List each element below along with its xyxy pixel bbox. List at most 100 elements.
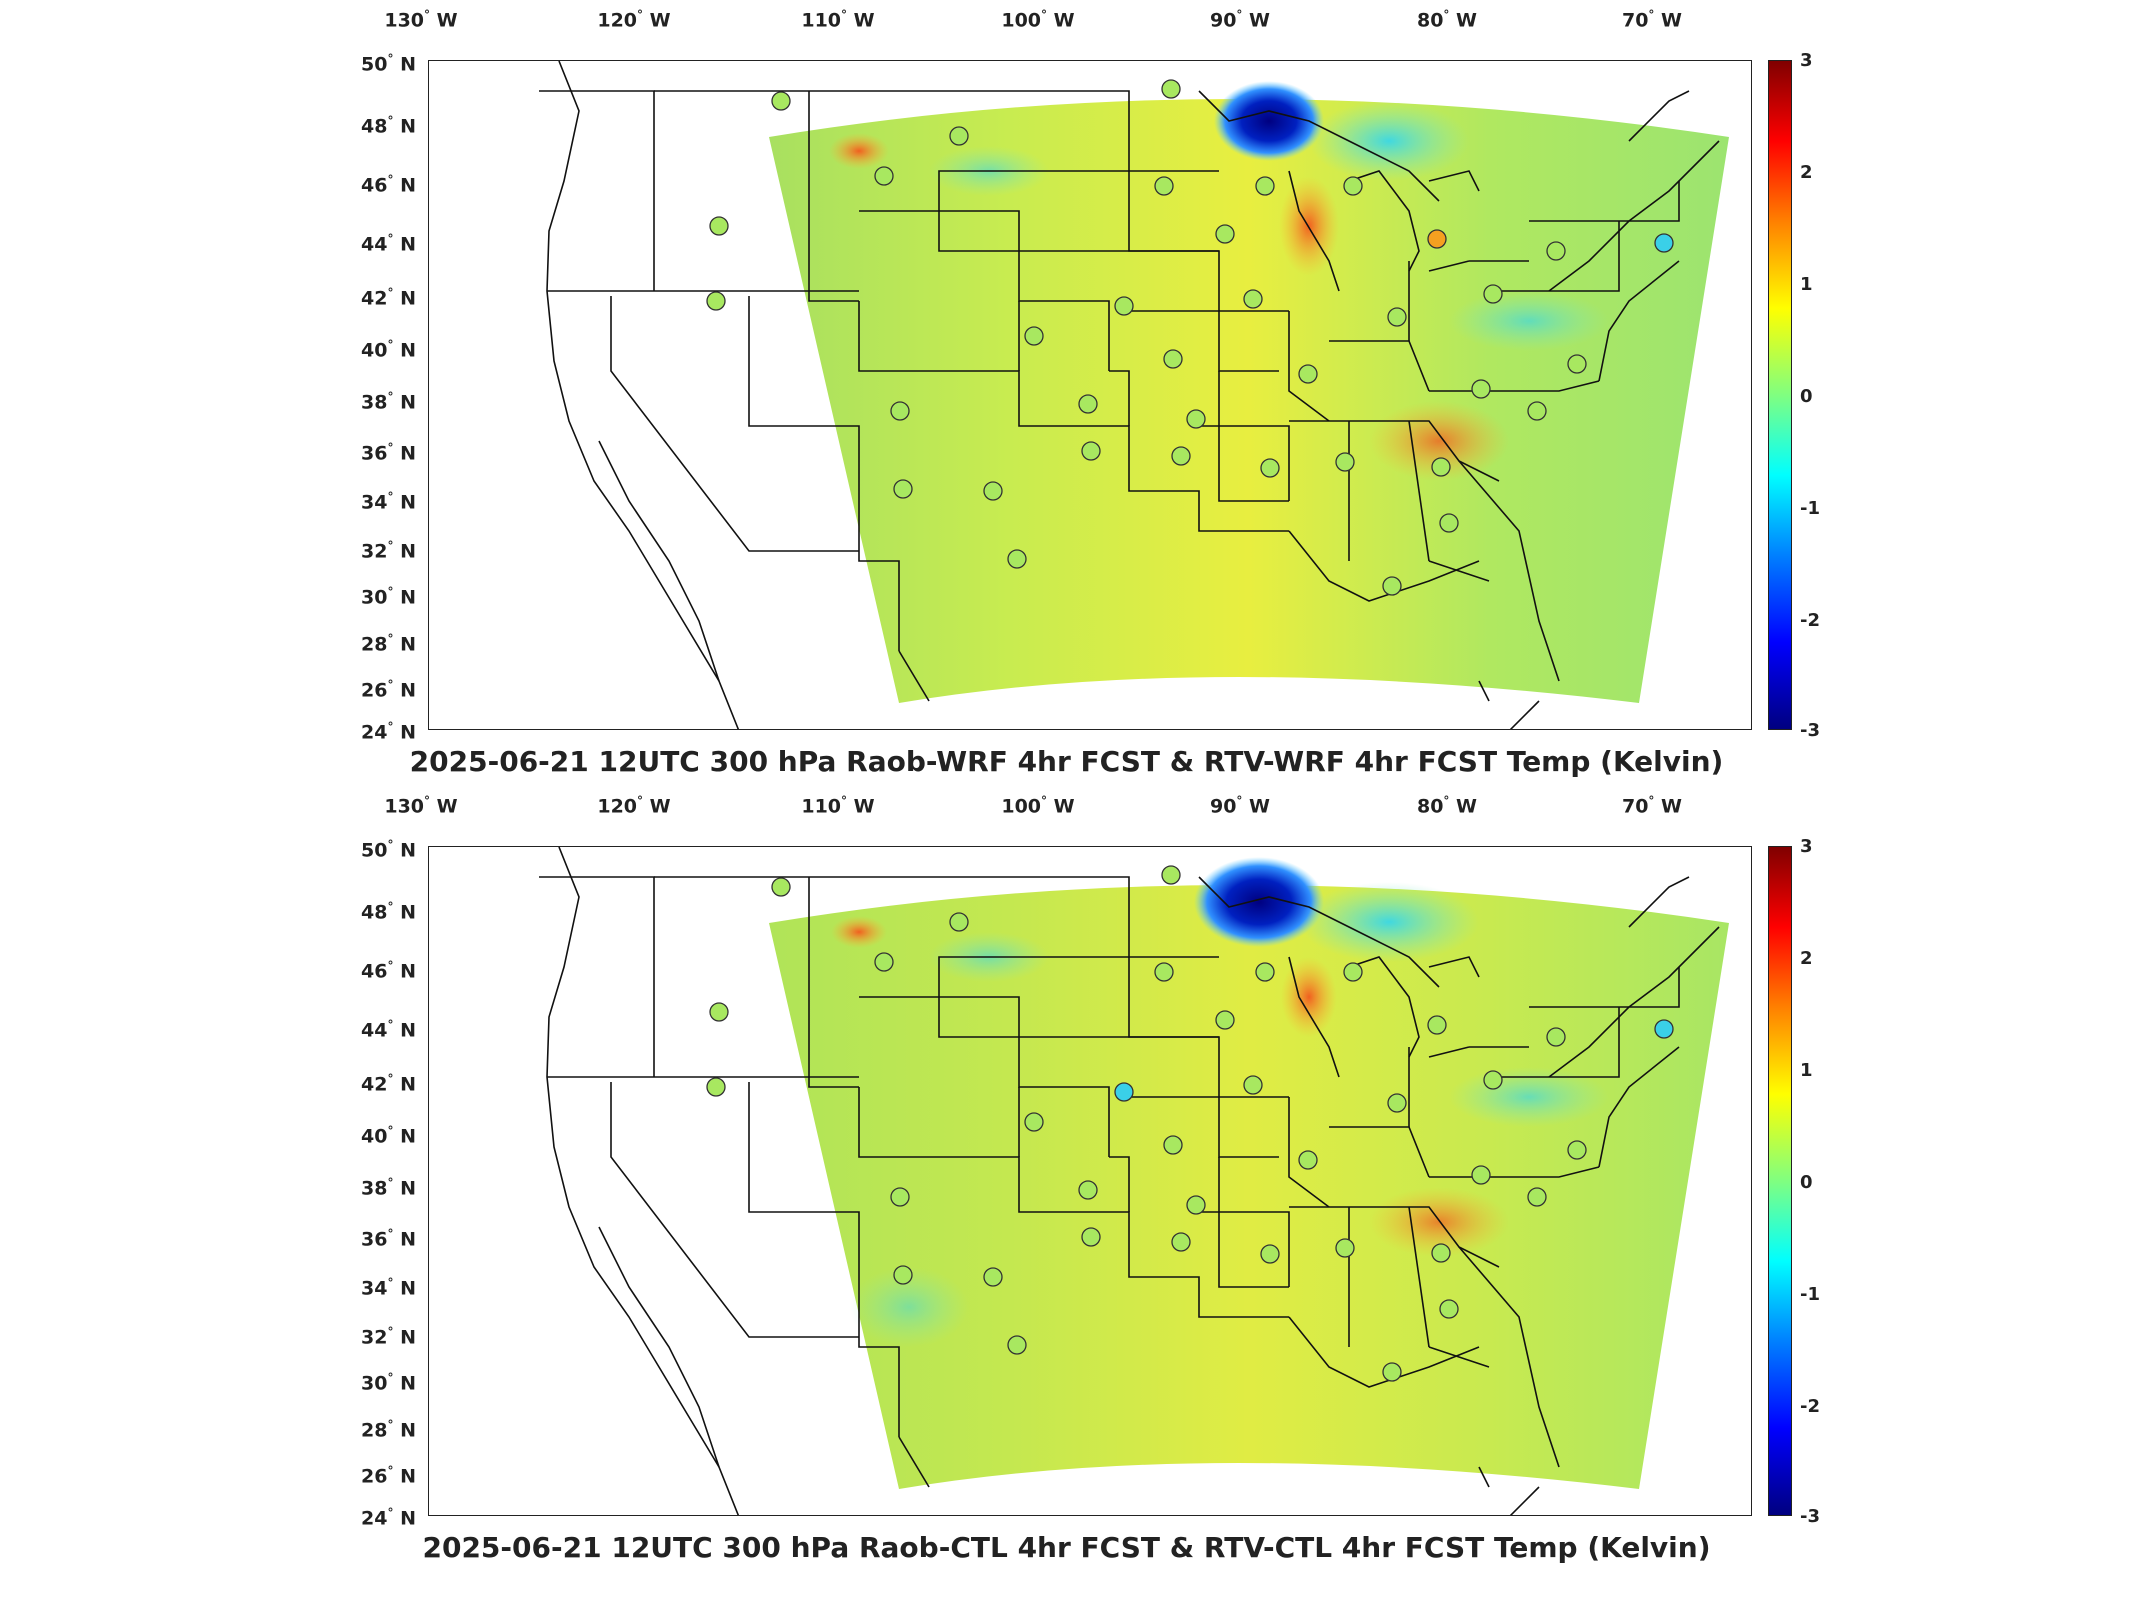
raob-station xyxy=(1382,1362,1402,1382)
lon-tick: 120° W xyxy=(597,8,671,32)
raob-station xyxy=(1427,229,1447,249)
lat-tick: 28° N xyxy=(361,632,416,656)
raob-station xyxy=(1163,1135,1183,1155)
raob-station xyxy=(1654,1019,1674,1039)
raob-station xyxy=(1427,1015,1447,1035)
raob-station xyxy=(771,877,791,897)
colorbar-tick: 1 xyxy=(1800,1060,1813,1081)
raob-station xyxy=(1483,284,1503,304)
lat-tick: 50° N xyxy=(361,52,416,76)
lat-tick: 26° N xyxy=(361,678,416,702)
lat-tick: 42° N xyxy=(361,1072,416,1096)
raob-station xyxy=(949,912,969,932)
raob-station xyxy=(874,952,894,972)
raob-station xyxy=(890,401,910,421)
raob-station xyxy=(890,1187,910,1207)
raob-station xyxy=(1154,962,1174,982)
map-canvas xyxy=(539,847,1729,1515)
data-field xyxy=(769,885,1729,1489)
lon-tick: 90° W xyxy=(1209,8,1271,32)
raob-station xyxy=(1243,1075,1263,1095)
map-frame xyxy=(428,60,1752,730)
raob-station xyxy=(706,291,726,311)
colorbar-tick: -2 xyxy=(1800,1396,1820,1417)
lat-tick: 46° N xyxy=(361,173,416,197)
lat-tick: 50° N xyxy=(361,838,416,862)
lat-tick: 34° N xyxy=(361,490,416,514)
raob-station xyxy=(1114,296,1134,316)
raob-station xyxy=(1439,1299,1459,1319)
lat-tick: 32° N xyxy=(361,1325,416,1349)
raob-station xyxy=(1161,865,1181,885)
raob-station xyxy=(1567,1140,1587,1160)
raob-station xyxy=(1298,1150,1318,1170)
colorbar-tick: 3 xyxy=(1800,50,1813,71)
raob-station xyxy=(983,481,1003,501)
data-field xyxy=(769,99,1729,703)
raob-station xyxy=(1298,364,1318,384)
warm-anomaly xyxy=(831,916,887,948)
colorbar-tick: 2 xyxy=(1800,948,1813,969)
raob-station xyxy=(893,1265,913,1285)
panel-title: 2025-06-21 12UTC 300 hPa Raob-CTL 4hr FC… xyxy=(422,1531,1711,1564)
cold-anomaly xyxy=(1299,882,1479,962)
lon-tick: 80° W xyxy=(1416,794,1478,818)
raob-stations xyxy=(706,865,1674,1382)
raob-station xyxy=(1078,394,1098,414)
raob-station xyxy=(1024,326,1044,346)
lat-tick: 24° N xyxy=(361,720,416,744)
raob-station xyxy=(1215,1010,1235,1030)
map-outlines xyxy=(539,847,1720,1515)
lat-tick: 44° N xyxy=(361,232,416,256)
warm-anomaly xyxy=(829,133,889,169)
raob-station xyxy=(1163,349,1183,369)
raob-station xyxy=(1335,1238,1355,1258)
raob-station xyxy=(1343,176,1363,196)
lon-tick: 70° W xyxy=(1621,794,1683,818)
warm-anomaly xyxy=(1281,957,1337,1037)
colorbar-tick: 2 xyxy=(1800,162,1813,183)
raob-station xyxy=(1215,224,1235,244)
raob-station xyxy=(1431,1243,1451,1263)
raob-station xyxy=(1335,452,1355,472)
colorbar-tick: -1 xyxy=(1800,1284,1820,1305)
raob-station xyxy=(1483,1070,1503,1090)
colorbar-tick: -3 xyxy=(1800,1506,1820,1527)
lat-tick: 44° N xyxy=(361,1018,416,1042)
raob-station xyxy=(1078,1180,1098,1200)
raob-station xyxy=(1154,176,1174,196)
raob-station xyxy=(1114,1082,1134,1102)
raob-station xyxy=(1471,1165,1491,1185)
lat-tick: 28° N xyxy=(361,1418,416,1442)
map-canvas xyxy=(539,61,1729,729)
raob-station xyxy=(1024,1112,1044,1132)
raob-station xyxy=(1387,307,1407,327)
raob-station xyxy=(1255,176,1275,196)
cold-anomaly xyxy=(849,1267,969,1347)
raob-station xyxy=(1171,446,1191,466)
raob-station xyxy=(1546,241,1566,261)
raob-station xyxy=(1161,79,1181,99)
lon-tick: 80° W xyxy=(1416,8,1478,32)
raob-station xyxy=(1431,457,1451,477)
raob-station xyxy=(1260,1244,1280,1264)
raob-station xyxy=(1081,1227,1101,1247)
lat-tick: 42° N xyxy=(361,286,416,310)
lon-tick: 70° W xyxy=(1621,8,1683,32)
lon-tick: 110° W xyxy=(801,794,875,818)
lat-tick: 40° N xyxy=(361,338,416,362)
lat-tick: 24° N xyxy=(361,1506,416,1530)
raob-station xyxy=(1255,962,1275,982)
raob-station xyxy=(1186,1195,1206,1215)
raob-station xyxy=(1471,379,1491,399)
lon-tick: 110° W xyxy=(801,8,875,32)
raob-stations xyxy=(706,79,1674,596)
raob-station xyxy=(1382,576,1402,596)
lat-tick: 36° N xyxy=(361,441,416,465)
map-outlines xyxy=(539,61,1720,729)
cold-anomaly xyxy=(1309,101,1469,181)
raob-station xyxy=(893,479,913,499)
lon-tick: 90° W xyxy=(1209,794,1271,818)
lon-tick: 100° W xyxy=(1001,794,1075,818)
colorbar-tick: -2 xyxy=(1800,610,1820,631)
